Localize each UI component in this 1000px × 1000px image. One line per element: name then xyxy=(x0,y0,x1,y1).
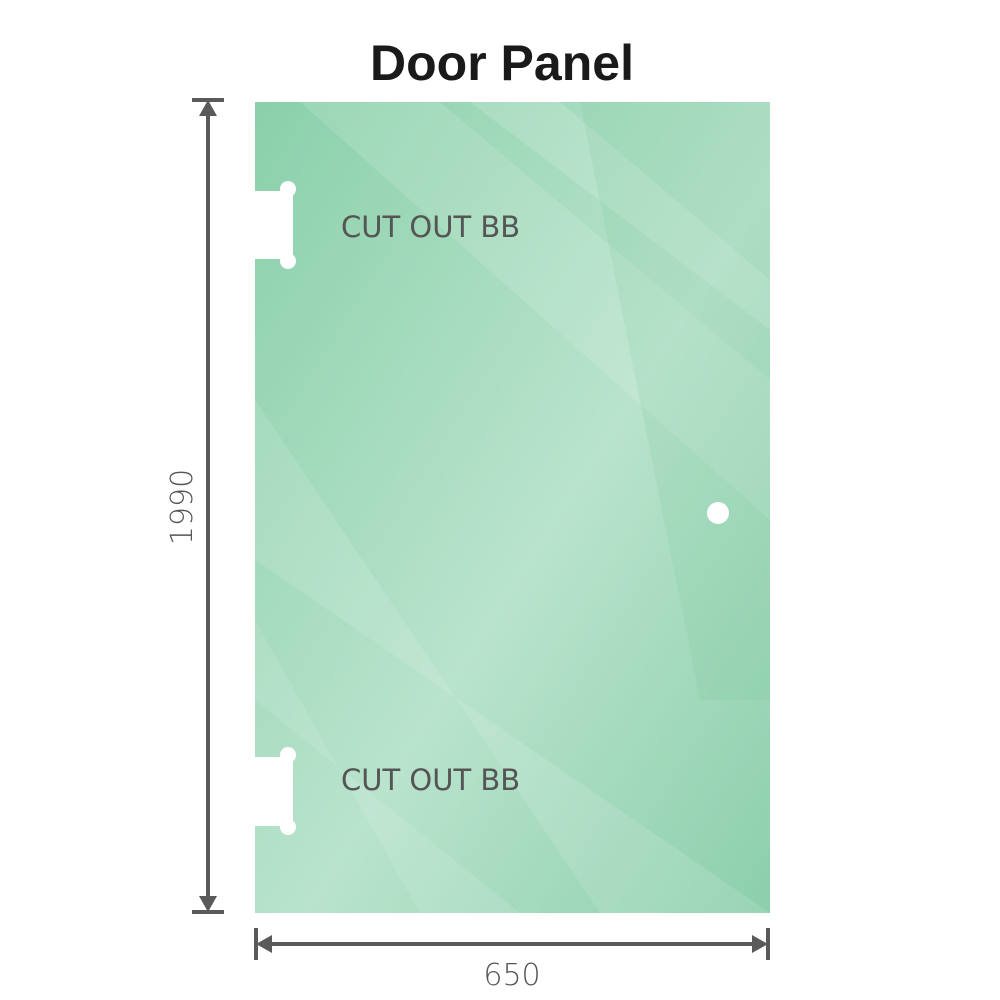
cutout-top-label: CUT OUT BB xyxy=(341,210,520,244)
width-dimension-line xyxy=(254,928,770,960)
width-dimension: 650 xyxy=(483,958,540,993)
cutout-bottom-label: CUT OUT BB xyxy=(341,763,520,797)
glass-panel xyxy=(255,102,770,913)
cutout-bottom xyxy=(252,747,296,835)
diagram-title: Door Panel xyxy=(370,35,634,91)
cutout-top xyxy=(252,181,296,269)
handle-hole xyxy=(707,502,729,524)
height-dimension: 1990 xyxy=(165,469,200,545)
height-dimension-line xyxy=(192,98,224,914)
